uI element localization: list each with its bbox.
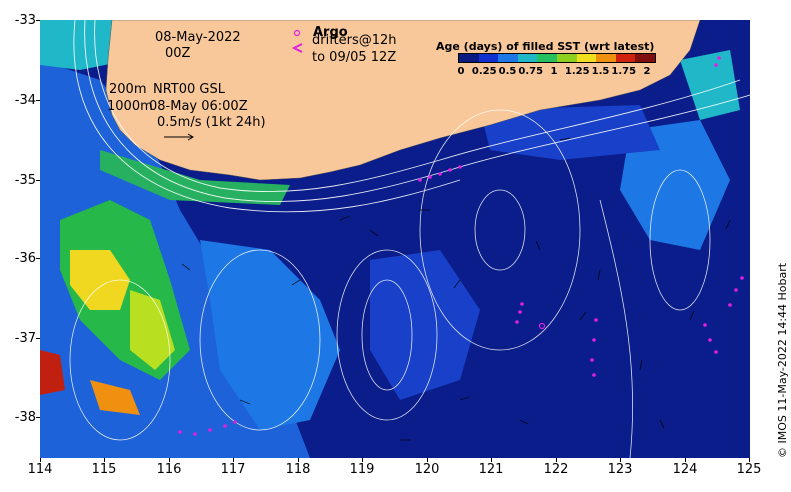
map-date: 08-May-2022	[155, 30, 241, 45]
colorbar-swatch	[596, 54, 616, 62]
colorbar-tick: 1.5	[591, 66, 610, 77]
credit-text: © IMOS 11-May-2022 14:44 Hobart	[776, 262, 789, 458]
lon-tick: 125	[736, 462, 762, 477]
colorbar-tick: 0.5	[498, 66, 517, 77]
colorbar-tick: 0	[457, 66, 465, 77]
colorbar-tick: 1	[550, 66, 558, 77]
lat-tick: -35	[14, 173, 36, 188]
drifter-tracks	[178, 56, 744, 436]
patch-east-cyan	[680, 50, 740, 120]
ssh-contours	[69, 109, 711, 458]
colorbar-swatch	[459, 54, 479, 62]
lat-tick: -38	[14, 410, 36, 425]
lon-tick: 122	[543, 462, 569, 477]
argo-legend-marker	[293, 29, 301, 37]
velocity-vectors	[181, 137, 731, 441]
colorbar-swatch	[576, 54, 597, 62]
sst-age-patches	[40, 20, 740, 458]
lon-tick: 116	[156, 462, 182, 477]
colorbar-swatch	[556, 54, 577, 62]
argo-label: Argo	[313, 25, 348, 40]
map-panel	[40, 20, 750, 458]
colorbar-swatch	[537, 54, 557, 62]
colorbar-swatch	[478, 54, 499, 62]
lat-tick: -36	[14, 251, 36, 266]
colorbar-title: Age (days) of filled SST (wrt latest)	[436, 40, 655, 53]
model-time: 08-May 06:00Z	[149, 99, 248, 114]
colorbar-tick: 2	[643, 66, 651, 77]
model-label: NRT00 GSL	[153, 82, 225, 97]
drifter-legend-marker	[291, 43, 303, 53]
lon-tick: 115	[91, 462, 117, 477]
colorbar-swatch	[615, 54, 636, 62]
colorbar-tick: 0.25	[471, 66, 497, 77]
lon-tick: 117	[220, 462, 246, 477]
lat-tick: -37	[14, 331, 36, 346]
patch-west-lime	[130, 290, 175, 370]
colorbar-swatch	[517, 54, 538, 62]
bathymetry-contours	[73, 20, 750, 213]
colorbar-swatch	[635, 54, 655, 62]
drifters-period: to 09/05 12Z	[312, 50, 397, 65]
colorbar-swatch	[498, 54, 518, 62]
lon-tick: 124	[672, 462, 698, 477]
lon-tick: 118	[285, 462, 311, 477]
lon-tick: 119	[349, 462, 375, 477]
patch-east-blue	[620, 120, 730, 250]
patch-west-yellow	[70, 250, 130, 310]
lon-tick: 123	[607, 462, 633, 477]
map-hour: 00Z	[165, 46, 191, 61]
colorbar-tick: 0.75	[518, 66, 544, 77]
lon-tick: 120	[414, 462, 440, 477]
colorbar-tick: 1.25	[564, 66, 590, 77]
map-canvas	[40, 20, 750, 458]
lat-tick: -34	[14, 93, 36, 108]
lon-tick: 114	[27, 462, 53, 477]
contour-depth-1000m: 1000m	[107, 99, 153, 114]
argo-float-marker	[538, 322, 546, 330]
lat-tick: -33	[14, 13, 36, 28]
lon-tick: 121	[478, 462, 504, 477]
colorbar-tick: 1.75	[611, 66, 637, 77]
patch-ne-blue	[480, 105, 660, 160]
drifters-label: drifters@12h	[312, 33, 397, 48]
patch-west-red	[40, 350, 65, 395]
colorbar	[458, 53, 656, 63]
vector-scale-label: 0.5m/s (1kt 24h)	[157, 115, 266, 130]
patch-central-blue	[200, 240, 340, 430]
patch-west-orange	[90, 380, 140, 415]
contour-depth-200m: 200m	[109, 82, 147, 97]
patch-mid-blue	[370, 250, 480, 400]
patch-shelf-green	[100, 150, 290, 205]
